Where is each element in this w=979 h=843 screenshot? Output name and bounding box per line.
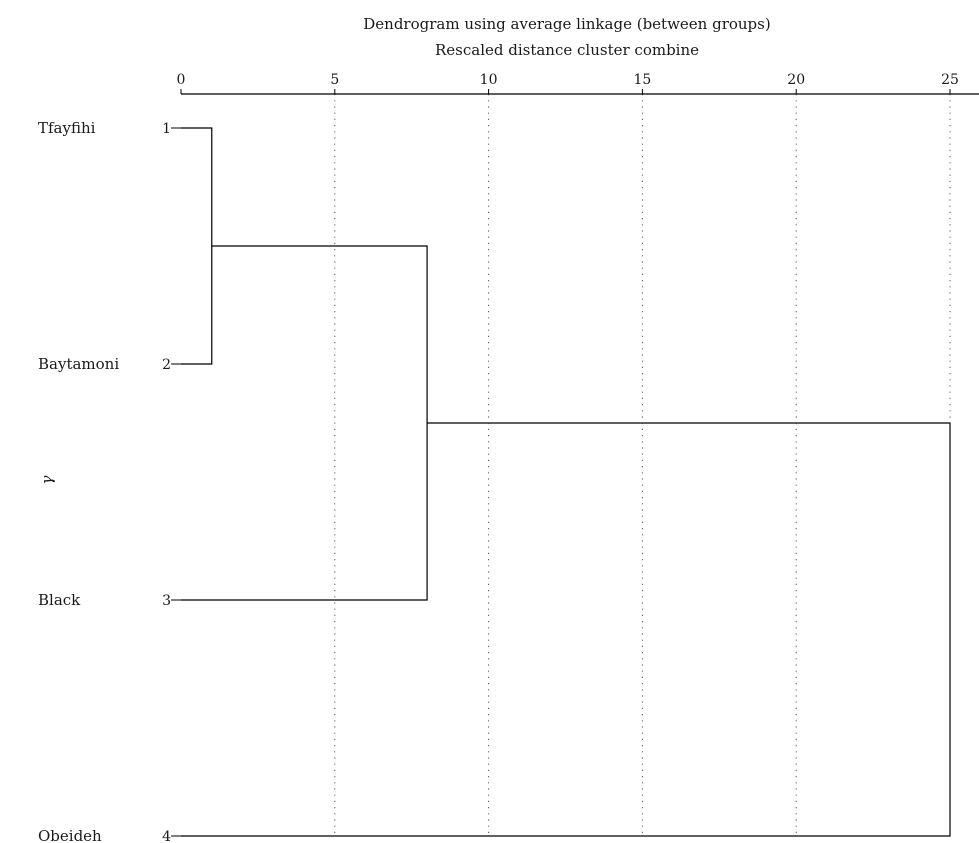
y-axis-label: γ xyxy=(38,475,56,484)
leaf-number-3: 3 xyxy=(162,593,171,609)
leaf-labels: Tfayfihi 1 Baytamoni 2 Black 3 Obeideh 4 xyxy=(38,119,181,843)
leaf-label-black: Black xyxy=(38,591,81,609)
leaf-label-tfayfihi: Tfayfihi xyxy=(38,119,96,137)
chart-subtitle: Rescaled distance cluster combine xyxy=(435,41,699,59)
leaf-number-2: 2 xyxy=(162,357,171,373)
leaf-label-obeideh: Obeideh xyxy=(38,827,102,843)
leaf-number-4: 4 xyxy=(162,829,171,843)
dendrogram-links xyxy=(181,127,951,837)
x-tick-label-20: 20 xyxy=(787,72,805,88)
dendrogram-link-1 xyxy=(181,127,213,365)
leaf-number-1: 1 xyxy=(162,121,171,137)
chart-title: Dendrogram using average linkage (betwee… xyxy=(363,15,770,33)
x-tick-label-10: 10 xyxy=(480,72,498,88)
leaf-label-baytamoni: Baytamoni xyxy=(38,355,119,373)
x-tick-label-5: 5 xyxy=(330,72,339,88)
x-tick-label-0: 0 xyxy=(177,72,186,88)
dendrogram-link-3 xyxy=(181,422,951,837)
x-tick-label-15: 15 xyxy=(633,72,651,88)
dendrogram-link-2 xyxy=(181,245,428,601)
x-axis-ticks: 0 5 10 15 20 25 xyxy=(177,72,959,94)
x-tick-label-25: 25 xyxy=(941,72,959,88)
